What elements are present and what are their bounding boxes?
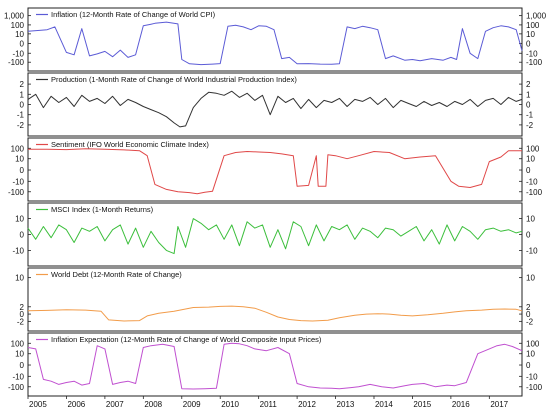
ytick-label-right: -100	[526, 188, 543, 197]
year-label: 2009	[183, 400, 201, 409]
ytick-label-right: 1,000	[526, 12, 547, 21]
legend-label: MSCI Index (1-Month Returns)	[51, 205, 154, 214]
ytick-label-right: 0	[526, 310, 531, 319]
ytick-label-left: 2	[20, 303, 25, 312]
ytick-label-left: -100	[8, 383, 25, 392]
year-label: 2016	[452, 400, 470, 409]
ytick-label-right: 0	[526, 101, 531, 110]
ytick-label-left: -1	[17, 111, 25, 120]
year-axis: 2005 2006 2007 2008 2009 2010 2011 2012 2013 2014…	[27, 396, 509, 409]
panel-4: 10 10 0 0 -10 -10 MSCI Index (1-Month Returns)	[12, 202, 538, 267]
ytick-label-right: -100	[526, 58, 543, 67]
ytick-label-left: 0	[20, 310, 25, 319]
year-label: 2010	[221, 400, 239, 409]
ytick-label-right: -10	[526, 49, 538, 58]
ytick-label-right: -10	[526, 246, 538, 255]
ytick-label-left: 0	[20, 361, 25, 370]
legend-label: Inflation (12-Month Rate of Change of Wo…	[51, 10, 216, 19]
year-label: 2013	[337, 400, 355, 409]
ytick-label-left: 10	[15, 350, 24, 359]
ytick-label-right: 10	[526, 350, 535, 359]
ytick-label-right: 2	[526, 80, 531, 89]
ytick-label-right: 0	[526, 40, 531, 49]
ytick-label-left: -2	[17, 317, 25, 326]
panel-frame	[27, 137, 523, 202]
legend-label: Inflation Expectation (12-Month Rate of …	[51, 335, 322, 344]
legend-label: Sentiment (IFO World Economic Climate In…	[51, 140, 209, 149]
ytick-label-right: 10	[526, 30, 535, 39]
ytick-label-left: 10	[15, 274, 24, 283]
panel-frame	[27, 202, 523, 267]
year-label: 2011	[260, 400, 278, 409]
ytick-label-left: 100	[11, 21, 25, 30]
ytick-label-left: 0	[20, 166, 25, 175]
series-line	[27, 90, 523, 128]
year-label: 2014	[375, 400, 393, 409]
legend-label: Production (1-Month Rate of Change of Wo…	[51, 75, 297, 84]
ytick-label-left: 0	[20, 231, 25, 240]
ytick-label-right: 0	[526, 361, 531, 370]
ytick-label-right: -10	[526, 372, 538, 381]
year-label: 2015	[413, 400, 431, 409]
ytick-label-right: 10	[526, 155, 535, 164]
ytick-label-right: 1	[526, 90, 531, 99]
ytick-label-left: 10	[15, 215, 24, 224]
ytick-label-right: 2	[526, 303, 531, 312]
ytick-label-right: 100	[526, 144, 540, 153]
ytick-label-left: 100	[11, 144, 25, 153]
year-label: 2017	[490, 400, 508, 409]
ytick-label-right: 0	[526, 231, 531, 240]
series-line	[27, 21, 523, 66]
ytick-label-right: -1	[526, 111, 534, 120]
ytick-label-right: -100	[526, 383, 543, 392]
ytick-label-left: 0	[20, 40, 25, 49]
year-label: 2008	[144, 400, 162, 409]
year-label: 2005	[29, 400, 47, 409]
ytick-label-left: 10	[15, 155, 24, 164]
ytick-label-right: 100	[526, 21, 540, 30]
ytick-label-left: -10	[12, 177, 24, 186]
ytick-label-left: -10	[12, 49, 24, 58]
ytick-label-right: 10	[526, 215, 535, 224]
ytick-label-right: -2	[526, 121, 534, 130]
ytick-label-left: -100	[8, 188, 25, 197]
ytick-label-right: 10	[526, 274, 535, 283]
series-line	[28, 148, 522, 195]
ytick-label-left: 0	[20, 101, 25, 110]
ytick-label-left: 2	[20, 80, 25, 89]
series-line	[27, 305, 523, 322]
series-line	[27, 342, 523, 390]
ytick-label-right: 0	[526, 166, 531, 175]
panel-frame	[27, 7, 523, 72]
ytick-label-left: -10	[12, 372, 24, 381]
year-label: 2012	[298, 400, 316, 409]
ytick-label-right: 100	[526, 339, 540, 348]
ytick-label-left: 1	[20, 90, 25, 99]
ytick-label-left: -10	[12, 246, 24, 255]
year-label: 2007	[106, 400, 124, 409]
panel-frame	[27, 332, 523, 397]
legend-label: World Debt (12-Month Rate of Change)	[51, 270, 182, 279]
ytick-label-left: 100	[11, 339, 25, 348]
ytick-label-left: 10	[15, 30, 24, 39]
ytick-label-left: -2	[17, 121, 25, 130]
ytick-label-right: -2	[526, 317, 534, 326]
ytick-label-left: 1,000	[4, 12, 25, 21]
series-line	[27, 218, 523, 255]
year-label: 2006	[67, 400, 85, 409]
ytick-label-right: -10	[526, 177, 538, 186]
ytick-label-left: -100	[8, 58, 25, 67]
